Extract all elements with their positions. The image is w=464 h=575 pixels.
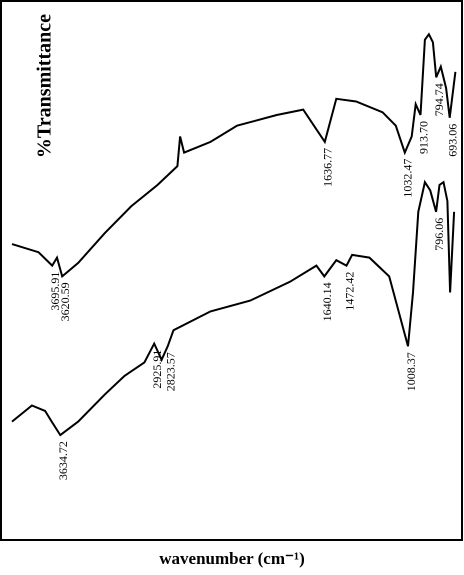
x-axis-label: wavenumber (cm⁻¹) <box>159 549 304 568</box>
peak-label: 794.74 <box>432 83 446 116</box>
peak-label: 1472.42 <box>342 272 356 311</box>
spectrum-line <box>11 179 456 437</box>
peak-label: 2925.91 <box>150 350 164 389</box>
peak-label: 3620.59 <box>58 282 72 321</box>
peak-label: 2823.57 <box>163 352 177 391</box>
plot-frame <box>0 0 463 541</box>
peak-label: 1636.77 <box>321 148 335 187</box>
y-axis-label: %Transmittance <box>34 14 56 158</box>
peak-label: 3695.91 <box>48 272 62 311</box>
peak-label: 1008.37 <box>404 352 418 391</box>
peak-label: 1032.47 <box>401 159 415 198</box>
peak-label: 693.06 <box>445 124 459 157</box>
peak-label: 796.06 <box>432 218 446 251</box>
peak-label: 1640.14 <box>320 282 334 321</box>
peak-label: 913.70 <box>416 121 430 154</box>
peak-label: 3634.72 <box>56 441 70 480</box>
spectrum-line <box>11 32 457 279</box>
